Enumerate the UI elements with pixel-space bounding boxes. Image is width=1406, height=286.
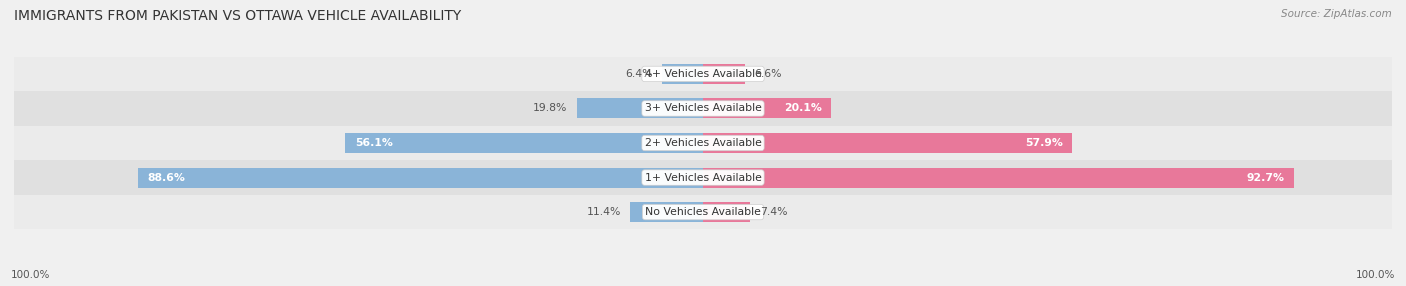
Text: 100.0%: 100.0% bbox=[1355, 270, 1395, 280]
Bar bbox=[1, 195, 1405, 229]
Bar bbox=[630, 202, 703, 222]
Text: 88.6%: 88.6% bbox=[148, 172, 186, 182]
Text: No Vehicles Available: No Vehicles Available bbox=[645, 207, 761, 217]
Text: 7.4%: 7.4% bbox=[759, 207, 787, 217]
Text: 6.4%: 6.4% bbox=[626, 69, 652, 79]
Bar bbox=[703, 98, 831, 118]
Text: 19.8%: 19.8% bbox=[533, 104, 567, 114]
Bar bbox=[1, 57, 1405, 91]
Text: IMMIGRANTS FROM PAKISTAN VS OTTAWA VEHICLE AVAILABILITY: IMMIGRANTS FROM PAKISTAN VS OTTAWA VEHIC… bbox=[14, 9, 461, 23]
Text: 100.0%: 100.0% bbox=[11, 270, 51, 280]
Text: 6.6%: 6.6% bbox=[755, 69, 782, 79]
Text: 57.9%: 57.9% bbox=[1025, 138, 1063, 148]
Text: 92.7%: 92.7% bbox=[1247, 172, 1285, 182]
Text: 1+ Vehicles Available: 1+ Vehicles Available bbox=[644, 172, 762, 182]
Bar bbox=[576, 98, 703, 118]
Bar bbox=[703, 133, 1073, 153]
Bar bbox=[662, 64, 703, 84]
Bar bbox=[1, 160, 1405, 195]
Text: 3+ Vehicles Available: 3+ Vehicles Available bbox=[644, 104, 762, 114]
Text: Source: ZipAtlas.com: Source: ZipAtlas.com bbox=[1281, 9, 1392, 19]
Text: 56.1%: 56.1% bbox=[354, 138, 392, 148]
Text: 11.4%: 11.4% bbox=[586, 207, 620, 217]
Bar bbox=[1, 91, 1405, 126]
Text: 4+ Vehicles Available: 4+ Vehicles Available bbox=[644, 69, 762, 79]
Text: 2+ Vehicles Available: 2+ Vehicles Available bbox=[644, 138, 762, 148]
Bar bbox=[1, 126, 1405, 160]
Bar bbox=[703, 202, 751, 222]
Text: 20.1%: 20.1% bbox=[783, 104, 821, 114]
Bar bbox=[344, 133, 703, 153]
Bar bbox=[703, 168, 1295, 188]
Bar bbox=[138, 168, 703, 188]
Bar bbox=[703, 64, 745, 84]
